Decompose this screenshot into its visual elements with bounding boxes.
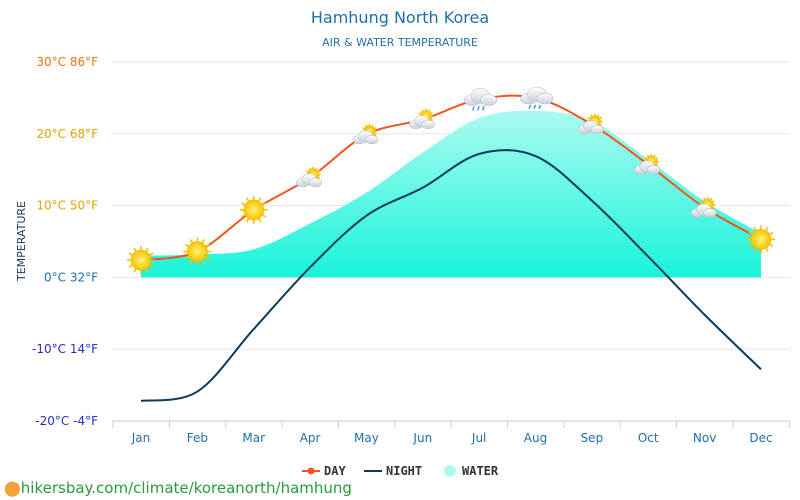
y-tick-label: 20°C 68°F: [36, 127, 98, 141]
x-axis: Jan Feb Mar Apr May Jun Jul Aug Sep Oct Nov Dec: [112, 420, 790, 445]
weather-icons: [127, 86, 775, 275]
sun-cloud-icon: [408, 108, 435, 130]
x-tick-label: Dec: [749, 431, 772, 445]
x-tick-label: May: [354, 431, 379, 445]
x-tick-label: Jan: [131, 431, 151, 445]
sun-icon: [239, 195, 268, 224]
sun-icon: [183, 237, 212, 266]
x-tick-label: Mar: [242, 431, 265, 445]
water-series: [141, 110, 761, 278]
map-pin-icon: ⬤: [4, 479, 21, 497]
source-url[interactable]: hikersbay.com/climate/koreanorth/hamhung: [20, 479, 352, 497]
y-tick-label: 10°C 50°F: [36, 199, 98, 213]
y-axis-label: TEMPERATURE: [15, 201, 28, 282]
legend-water-label: WATER: [462, 464, 499, 478]
y-axis-ticks: 30°C 86°F 20°C 68°F 10°C 50°F 0°C 32°F -10°C…: [32, 55, 98, 428]
x-tick-label: Jul: [471, 431, 486, 445]
legend-day-marker: [307, 467, 315, 475]
water-area: [141, 110, 761, 278]
x-tick-label: Apr: [300, 431, 321, 445]
legend: DAY NIGHT WATER: [302, 464, 499, 478]
legend-item-day: DAY: [302, 464, 346, 478]
rain-cloud-icon: [520, 86, 554, 110]
night-series: [140, 149, 762, 402]
legend-day-label: DAY: [324, 464, 346, 478]
x-tick-label: Nov: [693, 431, 716, 445]
legend-item-water: WATER: [444, 464, 499, 478]
legend-night-label: NIGHT: [386, 464, 422, 478]
sun-cloud-icon: [578, 113, 604, 135]
legend-water-marker: [444, 465, 456, 477]
sun-cloud-icon: [352, 123, 379, 145]
x-tick-label: Jun: [412, 431, 432, 445]
chart-subtitle: AIR & WATER TEMPERATURE: [322, 36, 478, 49]
y-tick-label: 0°C 32°F: [44, 270, 98, 284]
rain-cloud-icon: [464, 88, 498, 111]
x-tick-label: Aug: [524, 431, 547, 445]
chart-title: Hamhung North Korea: [311, 8, 489, 27]
y-tick-label: -20°C -4°F: [35, 414, 98, 428]
sun-icon: [746, 225, 775, 254]
x-tick-label: Oct: [638, 431, 659, 445]
x-tick-label: Feb: [187, 431, 208, 445]
sun-cloud-icon: [296, 166, 323, 188]
source-link[interactable]: ⬤hikersbay.com/climate/koreanorth/hamhun…: [4, 479, 352, 497]
legend-item-night: NIGHT: [364, 464, 422, 478]
night-line: [140, 149, 762, 402]
y-tick-label: 30°C 86°F: [36, 55, 98, 69]
sun-cloud-icon: [690, 197, 717, 218]
x-tick-label: Sep: [581, 431, 604, 445]
y-tick-label: -10°C 14°F: [32, 342, 98, 356]
sun-cloud-icon: [634, 153, 661, 175]
sun-icon: [127, 246, 155, 275]
